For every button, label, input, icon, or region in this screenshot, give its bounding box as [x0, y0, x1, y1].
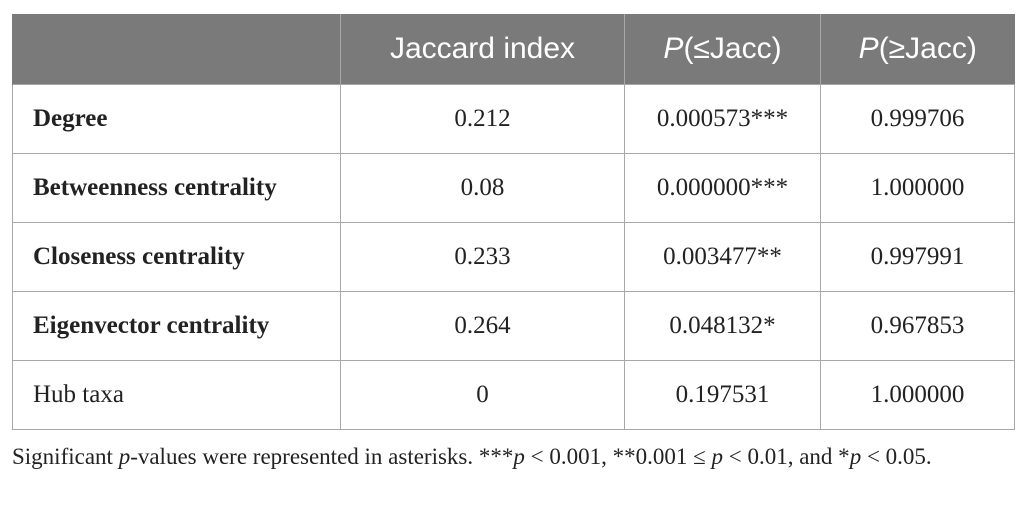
table-row: Hub taxa 0 0.197531 1.000000: [12, 360, 1015, 430]
p-ge-jacc-cell: 0.999706: [820, 84, 1015, 154]
header-jaccard-index: Jaccard index: [340, 14, 625, 85]
p-ge-jacc-cell: 0.967853: [820, 291, 1015, 361]
table-row: Degree 0.212 0.000573*** 0.999706: [12, 84, 1015, 154]
row-label: Closeness centrality: [12, 222, 341, 292]
row-label: Degree: [12, 84, 341, 154]
table-row: Closeness centrality 0.233 0.003477** 0.997…: [12, 222, 1015, 292]
row-label: Hub taxa: [12, 360, 341, 430]
p-le-jacc-cell: 0.048132*: [624, 291, 821, 361]
jaccard-results-table: Jaccard index P(≤Jacc) P(≥Jacc) Degree 0.…: [12, 14, 1015, 430]
p-ge-jacc-cell: 1.000000: [820, 153, 1015, 223]
jaccard-index-cell: 0.264: [340, 291, 625, 361]
row-label: Eigenvector centrality: [12, 291, 341, 361]
table-row: Betweenness centrality 0.08 0.000000*** 1.0…: [12, 153, 1015, 223]
jaccard-index-cell: 0.233: [340, 222, 625, 292]
header-empty: [12, 14, 341, 85]
header-p-ge-jacc: P(≥Jacc): [820, 14, 1015, 85]
table-header-row: Jaccard index P(≤Jacc) P(≥Jacc): [12, 14, 1015, 85]
jaccard-index-cell: 0.212: [340, 84, 625, 154]
p-le-jacc-cell: 0.003477**: [624, 222, 821, 292]
p-ge-jacc-cell: 0.997991: [820, 222, 1015, 292]
p-ge-jacc-cell: 1.000000: [820, 360, 1015, 430]
table-footnote: Significant p-values were represented in…: [12, 444, 932, 469]
header-p-le-jacc: P(≤Jacc): [624, 14, 821, 85]
p-le-jacc-cell: 0.197531: [624, 360, 821, 430]
jaccard-index-cell: 0: [340, 360, 625, 430]
p-le-jacc-cell: 0.000573***: [624, 84, 821, 154]
row-label: Betweenness centrality: [12, 153, 341, 223]
results-table-container: Jaccard index P(≤Jacc) P(≥Jacc) Degree 0.…: [12, 14, 1015, 430]
jaccard-index-cell: 0.08: [340, 153, 625, 223]
table-row: Eigenvector centrality 0.264 0.048132* 0.96…: [12, 291, 1015, 361]
p-le-jacc-cell: 0.000000***: [624, 153, 821, 223]
